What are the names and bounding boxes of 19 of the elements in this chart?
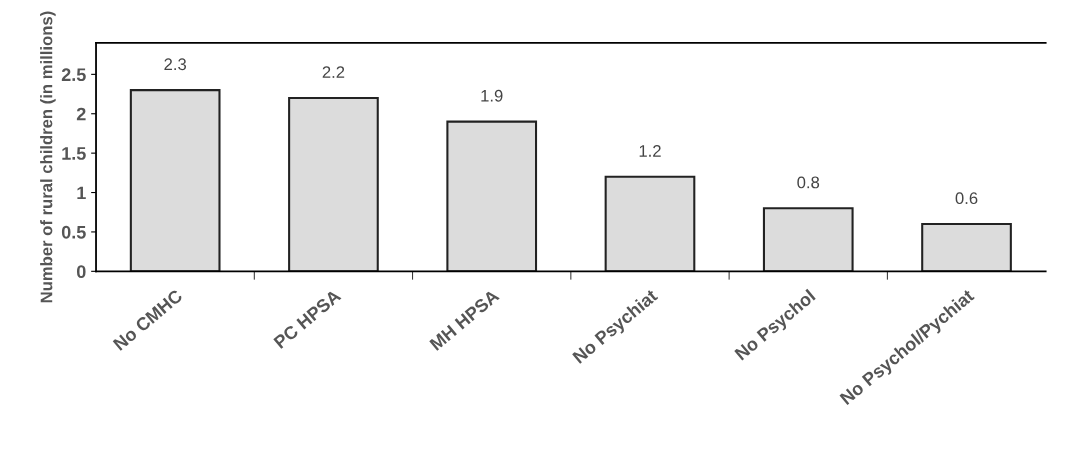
y-tick-label: 1 xyxy=(77,186,86,200)
bar xyxy=(921,223,1012,272)
y-tick-label: 0.5 xyxy=(61,225,86,239)
y-tick-label: 1.5 xyxy=(62,147,86,160)
data-label: 2.2 xyxy=(322,66,345,78)
data-label: 2.3 xyxy=(164,58,187,71)
y-tick-label: 2 xyxy=(76,107,86,121)
y-tick-label: 0 xyxy=(76,265,86,279)
bar xyxy=(762,207,854,272)
bar xyxy=(288,96,379,272)
y-tick-label: 2.5 xyxy=(61,68,86,82)
data-label: 1.9 xyxy=(481,89,503,102)
data-label: 1.2 xyxy=(639,145,661,157)
data-label: 0.8 xyxy=(797,176,820,189)
y-axis-title: Number of rural children (in millions) xyxy=(40,11,56,303)
bar xyxy=(129,89,221,272)
bar xyxy=(604,175,696,272)
bar xyxy=(446,120,538,272)
data-label: 0.6 xyxy=(955,192,978,205)
